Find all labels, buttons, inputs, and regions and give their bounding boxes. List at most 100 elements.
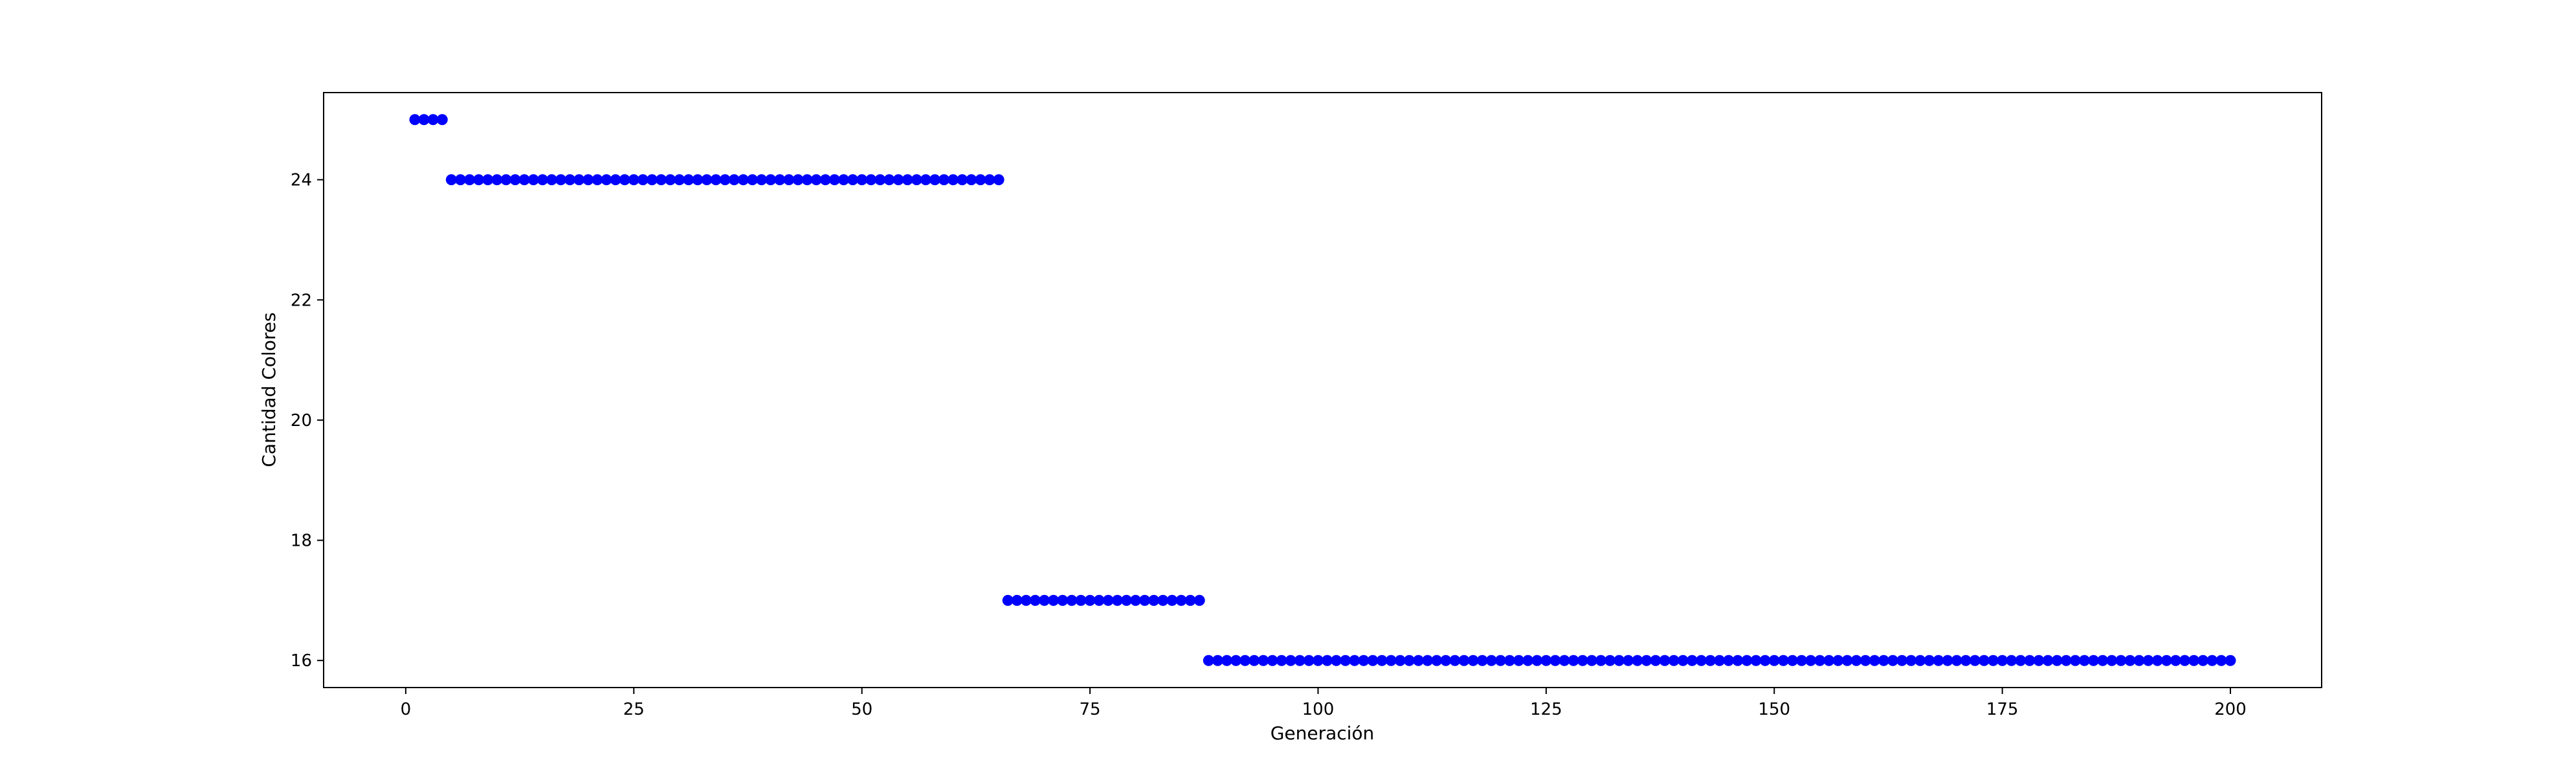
data-point — [911, 174, 922, 186]
data-point — [573, 174, 585, 186]
data-point — [1075, 594, 1087, 606]
data-point — [929, 174, 940, 186]
data-point — [1969, 655, 1981, 666]
data-point — [1120, 594, 1132, 606]
data-point — [774, 174, 786, 186]
data-point — [1485, 655, 1497, 666]
data-point — [527, 174, 539, 186]
data-point — [737, 174, 749, 186]
data-point — [1422, 655, 1434, 666]
data-point — [957, 174, 968, 186]
data-point — [2188, 655, 2200, 666]
data-point — [847, 174, 859, 186]
data-point — [583, 174, 594, 186]
data-point — [1960, 655, 1971, 666]
data-point — [1385, 655, 1397, 666]
data-point — [674, 174, 685, 186]
data-point — [1476, 655, 1488, 666]
data-point — [948, 174, 959, 186]
data-point — [1632, 655, 1643, 666]
data-point — [1413, 655, 1425, 666]
data-point — [1093, 594, 1105, 606]
plot-area — [324, 93, 2322, 688]
data-point — [719, 174, 731, 186]
data-point — [1440, 655, 1452, 666]
data-point — [1951, 655, 1962, 666]
data-point — [1850, 655, 1862, 666]
data-point — [1039, 594, 1050, 606]
data-point — [902, 174, 913, 186]
data-point — [1549, 655, 1561, 666]
data-point — [537, 174, 548, 186]
y-tick-label: 20 — [291, 411, 312, 431]
data-point — [1212, 655, 1223, 666]
data-point — [1531, 655, 1543, 666]
data-point — [1841, 655, 1853, 666]
x-tick-label: 0 — [401, 700, 412, 719]
data-point — [1905, 655, 1917, 666]
data-point — [1376, 655, 1388, 666]
data-point — [1340, 655, 1351, 666]
data-point — [1823, 655, 1835, 666]
data-point — [1924, 655, 1935, 666]
data-point — [1896, 655, 1908, 666]
data-point — [728, 174, 740, 186]
data-point — [637, 174, 649, 186]
data-point — [1239, 655, 1251, 666]
y-tick-label: 22 — [291, 291, 312, 310]
data-point — [810, 174, 822, 186]
data-point — [1915, 655, 1926, 666]
data-point — [1458, 655, 1470, 666]
data-point — [409, 114, 421, 126]
data-point — [1267, 655, 1278, 666]
data-point — [1759, 655, 1771, 666]
data-point — [1358, 655, 1370, 666]
data-point — [1148, 594, 1160, 606]
x-tick-label: 200 — [2214, 700, 2247, 719]
x-tick-label: 175 — [1986, 700, 2019, 719]
data-point — [1029, 594, 1041, 606]
data-point — [1705, 655, 1716, 666]
data-point — [1604, 655, 1616, 666]
x-axis-label: Generación — [1271, 723, 1375, 744]
data-point — [1002, 594, 1014, 606]
data-point — [2051, 655, 2063, 666]
y-axis-ticks: 16 18 20 22 24 — [291, 171, 324, 671]
data-point — [792, 174, 804, 186]
data-point — [883, 174, 895, 186]
data-point — [1285, 655, 1296, 666]
data-point — [966, 174, 977, 186]
data-point — [427, 114, 439, 126]
data-point — [1832, 655, 1844, 666]
data-point — [1449, 655, 1461, 666]
data-point — [710, 174, 722, 186]
x-tick-label: 50 — [851, 700, 872, 719]
data-point — [683, 174, 694, 186]
x-tick-label: 125 — [1530, 700, 1562, 719]
data-point — [701, 174, 713, 186]
data-point — [2206, 655, 2218, 666]
data-point — [1130, 594, 1142, 606]
y-tick-label: 16 — [291, 651, 312, 671]
data-point — [2079, 655, 2091, 666]
data-point — [1203, 655, 1214, 666]
data-point — [2170, 655, 2181, 666]
data-point — [454, 174, 466, 186]
x-axis-ticks: 0 25 50 75 100 125 150 175 200 — [401, 688, 2247, 719]
data-point — [1723, 655, 1735, 666]
data-point — [1331, 655, 1342, 666]
data-point — [1677, 655, 1689, 666]
data-point — [2124, 655, 2136, 666]
data-point — [1020, 594, 1032, 606]
data-point — [1768, 655, 1780, 666]
data-point — [1997, 655, 2008, 666]
data-point — [509, 174, 521, 186]
data-point — [1796, 655, 1808, 666]
data-point — [610, 174, 621, 186]
data-point — [1230, 655, 1242, 666]
data-point — [856, 174, 868, 186]
data-point — [920, 174, 931, 186]
data-point — [819, 174, 831, 186]
x-tick-label: 100 — [1302, 700, 1335, 719]
data-point — [2215, 655, 2227, 666]
